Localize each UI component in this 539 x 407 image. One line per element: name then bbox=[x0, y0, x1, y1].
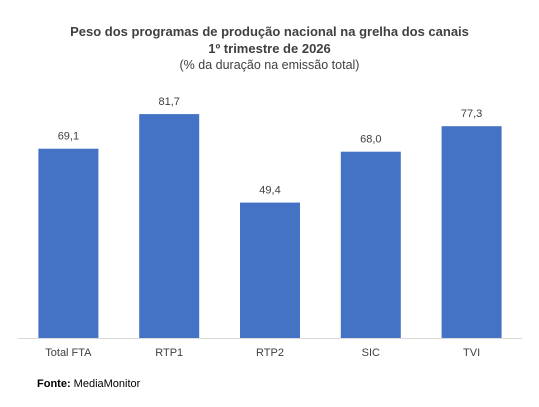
category-label: RTP1 bbox=[155, 347, 183, 359]
bar-rtp2 bbox=[240, 202, 300, 338]
data-label: 68,0 bbox=[360, 134, 381, 146]
chart-title: Peso dos programas de produção nacional … bbox=[70, 24, 469, 39]
data-label: 81,7 bbox=[158, 96, 179, 108]
source-separator: : bbox=[66, 378, 71, 390]
bar-sic bbox=[340, 151, 401, 338]
category-label: TVI bbox=[463, 347, 480, 359]
data-label: 69,1 bbox=[58, 131, 79, 143]
bar-tvi bbox=[441, 126, 502, 338]
source-label: Fonte bbox=[37, 378, 67, 390]
source-text: MediaMonitor bbox=[70, 378, 141, 390]
chart-subtitle: (% da duração na emissão total) bbox=[179, 58, 360, 72]
source-note: Fonte: MediaMonitor bbox=[37, 378, 140, 390]
category-label: Total FTA bbox=[45, 347, 92, 359]
data-label: 49,4 bbox=[259, 185, 280, 197]
data-label: 77,3 bbox=[461, 108, 482, 120]
chart-title-line-2: 1º trimestre de 2026 bbox=[208, 41, 331, 56]
category-label: RTP2 bbox=[256, 347, 284, 359]
bar-rtp1 bbox=[139, 114, 200, 338]
category-label: SIC bbox=[362, 347, 380, 359]
bar-total-fta bbox=[38, 148, 99, 338]
